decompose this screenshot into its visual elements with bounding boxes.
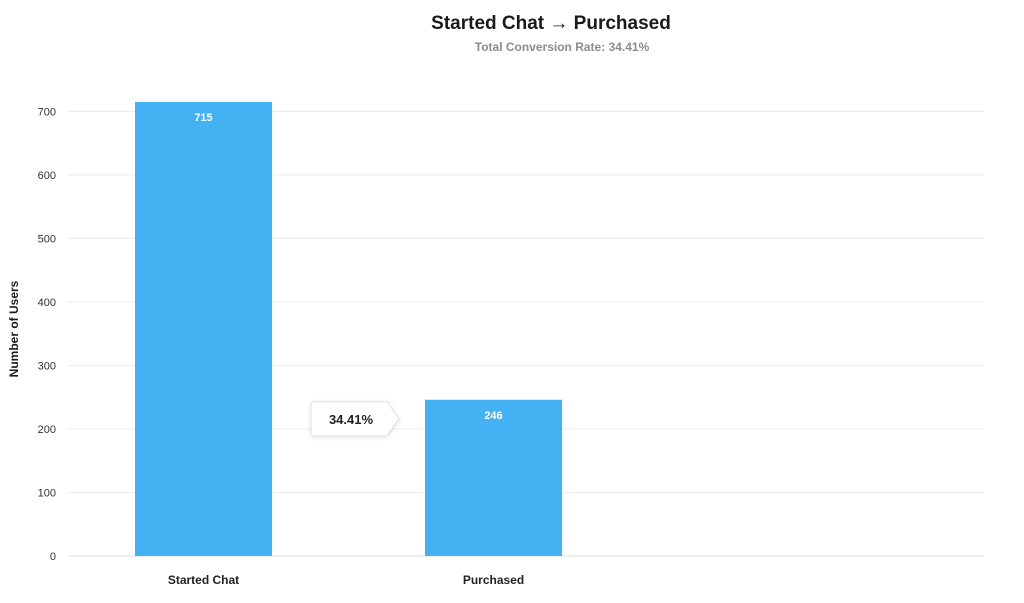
bar-value-label: 715 xyxy=(194,112,212,124)
y-tick-label: 0 xyxy=(50,551,56,563)
y-tick-label: 500 xyxy=(38,233,56,245)
y-tick-label: 300 xyxy=(38,360,56,372)
conversion-layer: 34.41% xyxy=(310,401,400,437)
bar-layer: 715 246 xyxy=(135,101,562,556)
conversion-badge-label: 34.41% xyxy=(329,412,374,427)
chart-subtitle: Total Conversion Rate: 34.41% xyxy=(475,40,650,54)
bar xyxy=(425,399,562,556)
conversion-badge xyxy=(310,401,400,437)
y-tick-label: 200 xyxy=(38,424,56,436)
y-tick-layer: 0 100 200 300 400 500 600 700 xyxy=(38,106,56,563)
y-axis-label: Number of Users xyxy=(7,280,21,377)
y-tick-label: 100 xyxy=(38,487,56,499)
x-tick-label: Purchased xyxy=(463,573,524,587)
y-tick-label: 700 xyxy=(38,106,56,118)
y-tick-label: 400 xyxy=(38,297,56,309)
y-tick-label: 600 xyxy=(38,170,56,182)
bar-value-label: 246 xyxy=(484,410,502,422)
chart-title: Started Chat → Purchased xyxy=(431,13,671,34)
bar xyxy=(135,101,272,556)
x-tick-layer: Started Chat Purchased xyxy=(168,573,524,587)
x-tick-label: Started Chat xyxy=(168,573,239,587)
